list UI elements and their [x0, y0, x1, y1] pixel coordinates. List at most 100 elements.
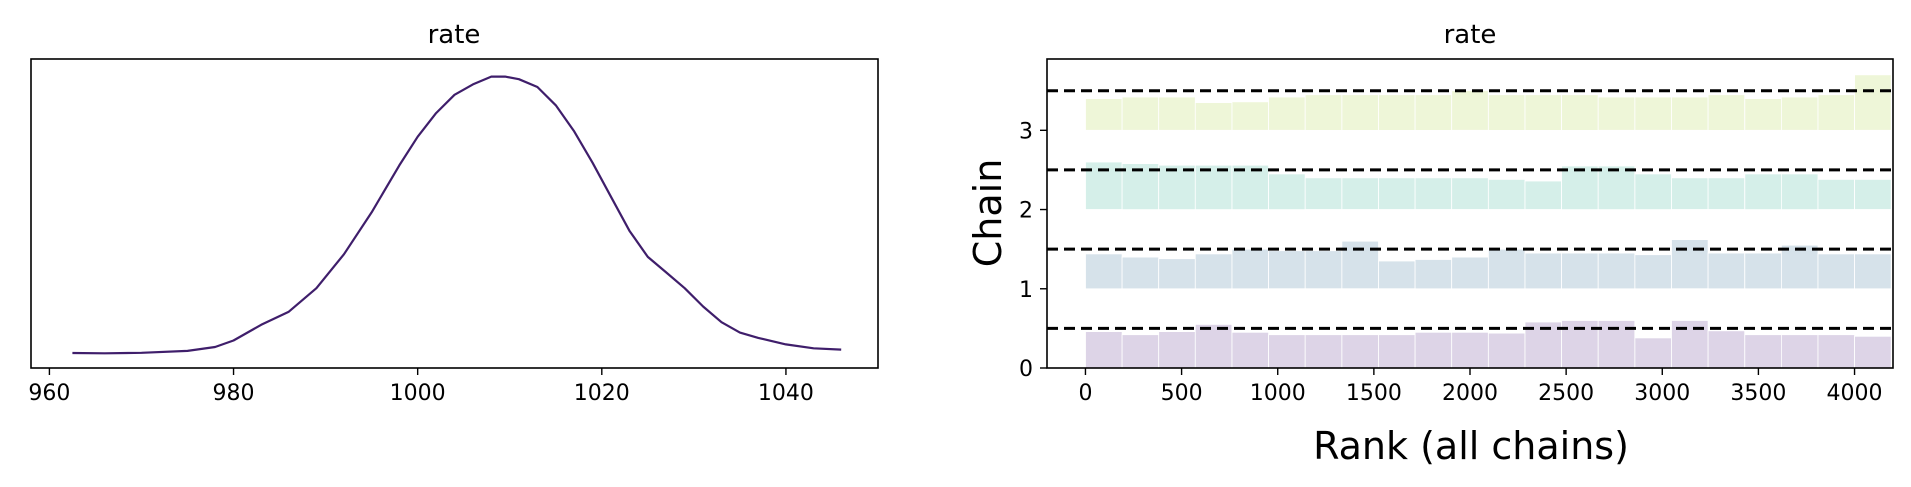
rank-bar-chain-3: [1194, 102, 1233, 131]
rank-bar-chain-1: [1158, 258, 1196, 290]
rank-bar-chain-3: [1561, 94, 1599, 131]
density-title: rate: [428, 20, 481, 50]
rank-bar-chain-0: [1414, 331, 1453, 369]
rank-bar-chain-2: [1597, 165, 1636, 210]
rank-bar-chain-0: [1781, 334, 1819, 369]
rank-bar-chain-1: [1488, 248, 1526, 290]
rank-bar-chain-2: [1707, 177, 1746, 210]
rank-bar-chain-0: [1378, 334, 1416, 369]
rank-bar-chain-3: [1231, 101, 1269, 131]
rank-bar-chain-1: [1707, 252, 1746, 290]
rank-bar-chain-1: [1231, 248, 1269, 290]
rank-bar-chain-3: [1085, 98, 1123, 131]
rank-bar-chain-1: [1671, 239, 1709, 290]
density-xtick-label: 1040: [758, 381, 814, 406]
rank-bar-chain-3: [1671, 96, 1709, 131]
rank-bar-chain-0: [1304, 334, 1343, 369]
rank-xtick-label: 0: [1078, 381, 1092, 406]
rank-bar-chain-0: [1121, 334, 1160, 369]
rank-bar-chain-3: [1451, 90, 1489, 131]
rank-bar-chain-2: [1854, 178, 1892, 210]
rank-bar-chain-2: [1671, 177, 1709, 210]
rank-xtick-label: 1500: [1346, 381, 1402, 406]
rank-panel: rate 0 500 1000 1500 2000 2500 3000 3500 4000 0 1…: [966, 20, 1894, 468]
rank-bar-chain-2: [1414, 177, 1453, 210]
rank-bar-chain-2: [1451, 177, 1489, 210]
rank-bar-chain-2: [1378, 177, 1416, 210]
density-axes-frame: [30, 58, 879, 369]
rank-bar-chain-0: [1744, 334, 1782, 369]
rank-bar-chain-3: [1304, 94, 1343, 131]
rank-bar-chain-3: [1488, 94, 1526, 131]
rank-bar-chain-2: [1341, 177, 1379, 210]
rank-bar-chain-2: [1304, 177, 1343, 210]
rank-bar-chain-2: [1781, 173, 1819, 210]
rank-bar-chain-3: [1597, 96, 1636, 131]
rank-ytick-label: 3: [1019, 119, 1033, 144]
rank-bar-chain-3: [1634, 96, 1672, 131]
rank-bar-chain-0: [1158, 331, 1196, 369]
rank-xtick-label: 1000: [1250, 381, 1306, 406]
rank-ytick-label: 0: [1019, 357, 1033, 382]
rank-bar-chain-3: [1414, 94, 1453, 131]
rank-bar-chain-1: [1634, 254, 1672, 290]
density-xtick-label: 980: [213, 381, 255, 406]
rank-bar-chain-1: [1744, 252, 1782, 290]
rank-bar-chain-1: [1781, 244, 1819, 290]
density-line: [72, 75, 842, 355]
rank-bar-chain-0: [1341, 334, 1379, 369]
rank-bar-chain-0: [1488, 332, 1526, 369]
rank-bar-chain-1: [1817, 253, 1855, 290]
rank-bar-chain-1: [1451, 256, 1489, 290]
rank-bar-chain-0: [1085, 331, 1123, 369]
rank-bar-chain-3: [1781, 96, 1819, 131]
rank-bar-chain-2: [1268, 173, 1306, 210]
rank-xtick-label: 3000: [1634, 381, 1690, 406]
rank-bar-chain-2: [1634, 173, 1672, 210]
density-xtick-label: 960: [28, 381, 70, 406]
rank-bar-chain-0: [1817, 334, 1855, 369]
rank-bar-chain-0: [1231, 331, 1269, 369]
density-panel: rate 960 980 1000 1020 1040: [28, 20, 879, 406]
rank-xtick-label: 4000: [1827, 381, 1883, 406]
rank-xtick-label: 2500: [1538, 381, 1594, 406]
rank-bar-chain-3: [1524, 94, 1562, 131]
rank-bar-chain-2: [1231, 164, 1269, 210]
rank-bar-chain-3: [1854, 74, 1892, 131]
rank-bar-chain-1: [1854, 253, 1892, 290]
rank-bar-chain-3: [1707, 94, 1746, 131]
rank-ytick-label: 2: [1019, 199, 1033, 224]
rank-bar-chain-3: [1268, 96, 1306, 131]
rank-bar-chain-2: [1488, 178, 1526, 210]
rank-xtick-label: 3500: [1730, 381, 1786, 406]
rank-bar-chain-0: [1634, 337, 1672, 369]
rank-bar-chain-3: [1744, 98, 1782, 131]
rank-bar-chain-3: [1378, 94, 1416, 131]
rank-bar-chain-0: [1854, 335, 1892, 369]
rank-bar-chain-2: [1194, 164, 1233, 210]
density-xtick-label: 1020: [574, 381, 630, 406]
density-xtick-label: 1000: [390, 381, 446, 406]
rank-bar-chain-1: [1121, 256, 1160, 290]
rank-bar-chain-1: [1304, 250, 1343, 290]
rank-bar-chain-1: [1085, 253, 1123, 290]
rank-bar-chain-0: [1268, 334, 1306, 369]
rank-bar-chain-3: [1341, 94, 1379, 131]
rank-bar-chain-0: [1707, 330, 1746, 369]
rank-bar-chain-3: [1158, 96, 1196, 131]
rank-bar-chain-2: [1744, 173, 1782, 210]
rank-bar-chain-3: [1817, 94, 1855, 131]
rank-bar-chain-1: [1597, 252, 1636, 290]
rank-xtick-label: 500: [1161, 381, 1203, 406]
rank-bar-chain-2: [1561, 165, 1599, 210]
rank-ylabel: Chain: [966, 159, 1010, 268]
rank-bar-chain-1: [1414, 259, 1453, 290]
rank-xlabel: Rank (all chains): [1313, 424, 1629, 468]
rank-bar-chain-0: [1194, 323, 1233, 369]
rank-xtick-label: 2000: [1442, 381, 1498, 406]
rank-bar-chain-1: [1378, 260, 1416, 290]
rank-bar-chain-1: [1194, 253, 1233, 290]
rank-bar-chain-1: [1561, 252, 1599, 290]
rank-bar-chain-0: [1451, 331, 1489, 369]
